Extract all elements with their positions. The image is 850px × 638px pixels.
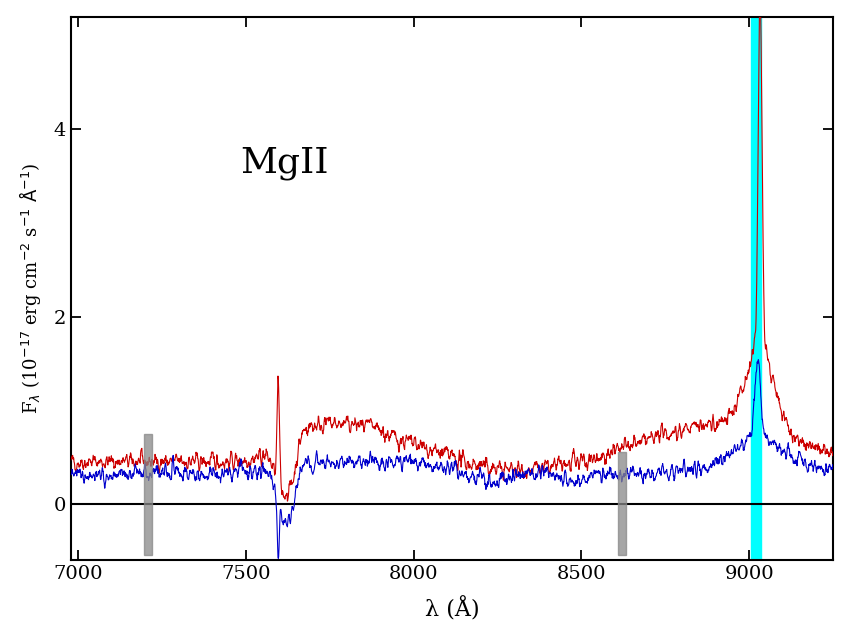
Bar xyxy=(618,452,626,556)
Y-axis label: F$_\lambda$ (10$^{-17}$ erg cm$^{-2}$ s$^{-1}$ $\rm\AA^{-1}$): F$_\lambda$ (10$^{-17}$ erg cm$^{-2}$ s$… xyxy=(17,163,42,414)
Bar xyxy=(751,7,761,560)
Bar xyxy=(144,434,152,556)
X-axis label: λ (Å): λ (Å) xyxy=(425,597,479,621)
Text: MgII: MgII xyxy=(241,146,329,181)
